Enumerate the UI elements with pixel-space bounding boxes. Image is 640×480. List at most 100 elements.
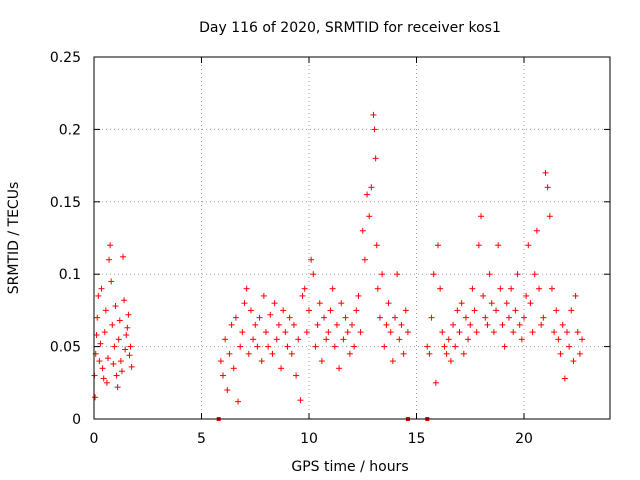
- data-point: [484, 321, 491, 328]
- data-point: [125, 311, 132, 318]
- data-point: [458, 300, 465, 307]
- data-point: [570, 358, 577, 365]
- data-point: [538, 321, 545, 328]
- data-point: [127, 343, 134, 350]
- data-point: [263, 329, 269, 336]
- data-point: [101, 329, 108, 336]
- data-point: [402, 307, 409, 314]
- data-point: [239, 329, 246, 336]
- data-point: [353, 307, 360, 314]
- data-point: [243, 285, 250, 292]
- data-point: [222, 336, 229, 343]
- data-point: [235, 398, 242, 405]
- data-point: [254, 343, 261, 350]
- data-point: [286, 314, 293, 321]
- data-point: [361, 256, 368, 263]
- data-point: [364, 191, 371, 198]
- data-point: [321, 314, 328, 321]
- data-point: [564, 329, 570, 336]
- data-point: [338, 300, 345, 307]
- data-point: [497, 285, 504, 292]
- data-point: [128, 363, 135, 370]
- data-point: [355, 292, 362, 299]
- data-point: [340, 336, 347, 343]
- data-point: [97, 340, 104, 347]
- x-tick-label: 20: [515, 431, 533, 447]
- data-point: [559, 321, 566, 328]
- plot-frame: [93, 56, 611, 420]
- data-point: [94, 314, 101, 321]
- data-point: [495, 242, 502, 249]
- data-point: [224, 387, 231, 394]
- data-point: [490, 329, 497, 336]
- data-point: [299, 292, 306, 299]
- data-point: [450, 321, 457, 328]
- data-point: [126, 352, 133, 359]
- data-point: [432, 379, 439, 386]
- data-point: [269, 350, 276, 357]
- x-axis-label: GPS time / hours: [291, 459, 408, 475]
- chart-title: Day 116 of 2020, SRMTID for receiver kos…: [199, 20, 501, 36]
- x-tick-label: 10: [300, 431, 318, 447]
- data-point: [106, 256, 113, 263]
- data-point: [258, 358, 265, 365]
- y-tick-label: 0.15: [50, 195, 81, 211]
- data-point: [454, 307, 461, 314]
- data-point: [247, 307, 254, 314]
- data-point: [426, 350, 433, 357]
- y-tick-label: 0: [72, 412, 81, 428]
- y-axis-label: SRMTID / TECUs: [6, 182, 22, 295]
- data-point: [95, 292, 102, 299]
- data-point: [93, 332, 100, 339]
- data-point: [102, 307, 109, 314]
- data-point: [469, 285, 476, 292]
- data-point: [447, 358, 454, 365]
- data-point: [566, 343, 573, 350]
- data-point: [540, 314, 547, 321]
- data-point: [124, 324, 131, 331]
- data-point: [555, 336, 562, 343]
- data-point: [346, 350, 353, 357]
- data-point: [306, 307, 312, 314]
- data-point: [331, 343, 338, 350]
- data-point: [443, 350, 450, 357]
- data-point: [536, 285, 543, 292]
- data-point: [98, 285, 105, 292]
- data-point: [366, 213, 373, 220]
- data-point: [548, 285, 555, 292]
- y-tick-label: 0.25: [50, 50, 81, 66]
- data-point: [282, 329, 289, 336]
- data-point: [92, 394, 99, 401]
- data-point: [456, 329, 463, 336]
- data-point: [228, 321, 235, 328]
- data-point: [371, 126, 378, 133]
- x-tick-label: 0: [90, 431, 99, 447]
- data-point: [336, 365, 343, 372]
- data-point: [295, 336, 302, 343]
- data-point: [232, 314, 239, 321]
- data-point: [508, 285, 515, 292]
- data-point: [250, 336, 257, 343]
- data-point: [465, 336, 472, 343]
- data-point: [385, 300, 392, 307]
- data-point: [271, 300, 278, 307]
- data-point: [312, 343, 319, 350]
- x-tick-label: 5: [197, 431, 206, 447]
- data-point: [475, 242, 482, 249]
- data-point: [114, 384, 121, 391]
- data-point: [488, 300, 495, 307]
- data-point: [381, 343, 388, 350]
- data-point: [310, 271, 317, 278]
- data-point: [553, 307, 560, 314]
- data-point: [301, 285, 308, 292]
- data-point: [273, 336, 280, 343]
- data-point: [110, 360, 117, 367]
- data-point: [342, 314, 349, 321]
- data-point: [480, 292, 487, 299]
- data-point: [120, 253, 127, 260]
- data-point: [471, 307, 478, 314]
- data-point: [561, 375, 568, 382]
- data-point: [579, 336, 586, 343]
